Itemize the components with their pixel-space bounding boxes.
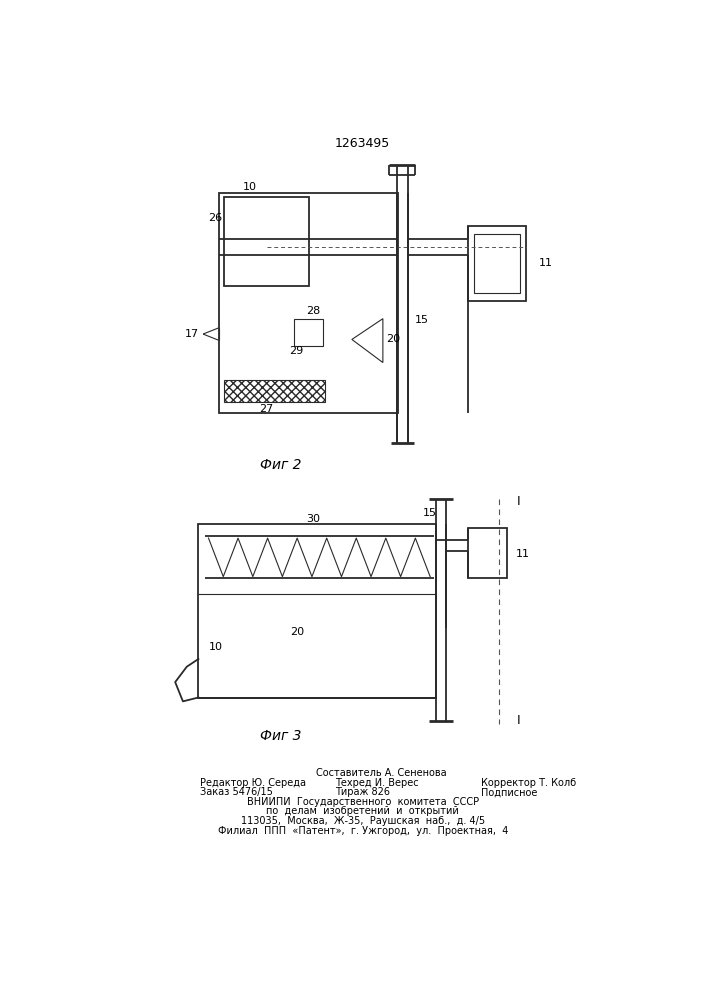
Bar [474,234,520,293]
Text: Редактор Ю. Середа: Редактор Ю. Середа [200,778,306,788]
Polygon shape [352,319,383,363]
Text: 17: 17 [185,329,199,339]
Text: 10: 10 [209,642,223,652]
Text: 26: 26 [208,213,222,223]
Text: 11: 11 [539,258,553,268]
Text: 30: 30 [306,514,320,524]
Bar [468,528,507,578]
Text: I: I [517,714,520,727]
Text: 10: 10 [243,182,257,192]
Text: Составитель А. Сененова: Составитель А. Сененова [316,768,447,778]
Text: 113035,  Москва,  Ж-35,  Раушская  наб.,  д. 4/5: 113035, Москва, Ж-35, Раушская наб., д. … [240,816,485,826]
Text: Тираж 826: Тираж 826 [335,787,390,797]
Text: 27: 27 [259,404,274,414]
Text: 28: 28 [306,306,320,316]
Text: 11: 11 [515,549,530,559]
Text: ВНИИПИ  Государственного  комитета  СССР: ВНИИПИ Государственного комитета СССР [247,797,479,807]
Text: 20: 20 [291,627,305,637]
Bar [468,226,526,301]
Text: 15: 15 [422,508,436,518]
Text: 20: 20 [386,334,400,344]
Text: 29: 29 [289,346,303,356]
Text: Фиг 2: Фиг 2 [260,458,301,472]
Text: Заказ 5476/15: Заказ 5476/15 [200,787,273,797]
Bar [224,197,309,286]
Text: 1263495: 1263495 [335,137,390,150]
Text: Подписное: Подписное [481,787,537,797]
Bar [224,380,325,402]
Text: по  делам  изобретений  и  открытий: по делам изобретений и открытий [267,806,459,816]
Bar [199,524,436,698]
Text: I: I [517,495,520,508]
Text: 15: 15 [414,315,428,325]
Bar [218,193,398,413]
Text: Филиал  ППП  «Патент»,  г. Ужгород,  ул.  Проектная,  4: Филиал ППП «Патент», г. Ужгород, ул. Про… [218,826,508,836]
Text: Фиг 3: Фиг 3 [260,729,301,743]
Text: Корректор Т. Колб: Корректор Т. Колб [481,778,575,788]
Text: Техред И. Верес: Техред И. Верес [335,778,419,788]
Bar [293,319,323,346]
